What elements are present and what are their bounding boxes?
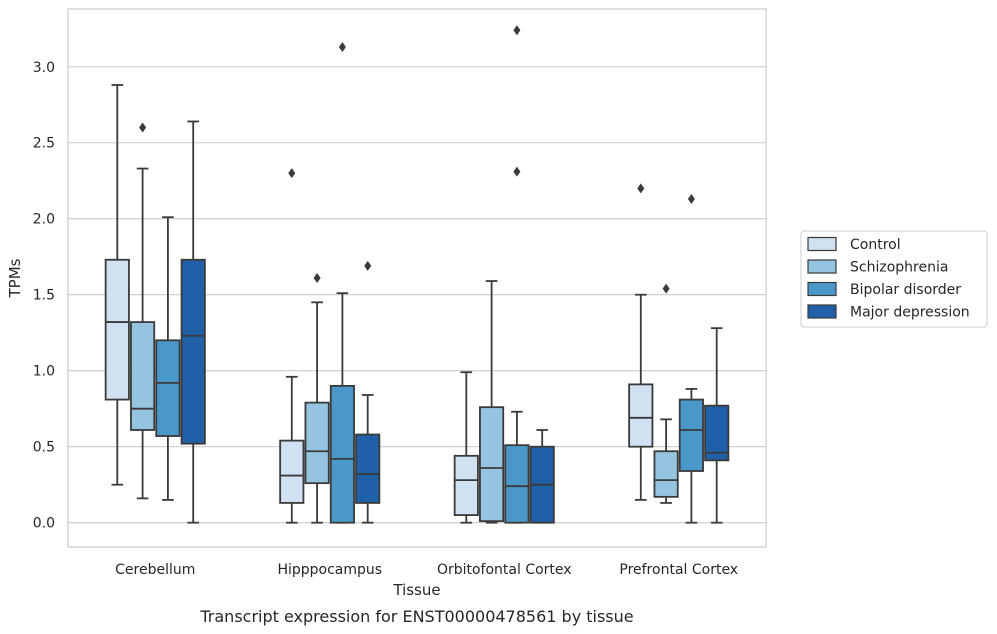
y-tick-label: 1.0 (33, 364, 55, 380)
y-axis-label: TPMs (6, 258, 24, 298)
box-group (130, 122, 156, 500)
y-tick-label: 2.5 (33, 136, 55, 152)
legend-swatch (807, 236, 837, 252)
box (504, 444, 530, 524)
y-tick-label: 1.5 (33, 288, 55, 304)
x-tick-label: Cerebellum (115, 562, 195, 578)
box-group (678, 193, 704, 524)
outlier-point (513, 166, 521, 177)
x-axis-label: Tissue (392, 581, 440, 599)
box-group (279, 168, 305, 524)
box-group (180, 120, 206, 524)
outlier-point (338, 41, 346, 52)
box (104, 258, 130, 401)
box (155, 339, 181, 437)
box (355, 433, 381, 504)
legend-label: Control (850, 237, 901, 253)
box (180, 258, 206, 445)
x-tick-label: Prefrontal Cortex (619, 562, 738, 578)
legend-frame (800, 230, 988, 328)
legend-label: Major depression (850, 305, 970, 321)
box-group (704, 327, 730, 524)
box (130, 321, 156, 431)
box (279, 439, 305, 504)
outlier-point (139, 122, 147, 133)
plot-frame (67, 8, 767, 548)
outlier-point (513, 25, 521, 36)
y-tick-labels: 0.0 0.5 1.0 1.5 2.0 2.5 3.0 (33, 60, 55, 532)
outlier-point (687, 193, 695, 204)
legend-swatch (807, 259, 837, 274)
outlier-point (637, 183, 645, 194)
box-group (304, 273, 330, 524)
box-group (355, 260, 381, 524)
box (453, 454, 479, 516)
x-tick-labels: Cerebellum Hipppocampus Orbitofontal Corte… (115, 562, 738, 578)
box-group (453, 371, 479, 524)
box (304, 401, 330, 485)
box (678, 398, 704, 472)
legend-label: Bipolar disorder (850, 282, 961, 298)
box-group (104, 84, 130, 486)
chart-caption: Transcript expression for ENST0000047856… (199, 607, 633, 626)
box-group (479, 280, 505, 524)
outlier-point (364, 260, 372, 271)
box (479, 406, 505, 523)
box-group (653, 283, 679, 504)
box-group (155, 216, 181, 501)
x-tick-label: Orbitofontal Cortex (437, 562, 572, 578)
legend-label: Schizophrenia (850, 260, 948, 276)
box-group (504, 25, 530, 524)
box-group (529, 429, 555, 524)
y-tick-label: 2.0 (33, 212, 55, 228)
box-group (628, 183, 654, 501)
y-tick-label: 3.0 (33, 60, 55, 76)
legend-swatch (807, 281, 837, 297)
x-tick-label: Hipppocampus (277, 562, 382, 578)
box-series (104, 25, 730, 524)
outlier-point (313, 273, 321, 283)
box (329, 385, 355, 524)
y-tick-label: 0.0 (33, 516, 55, 532)
box (653, 450, 679, 498)
box (628, 383, 654, 448)
box-group (329, 41, 355, 524)
outlier-point (288, 168, 296, 179)
box (704, 404, 730, 462)
legend: Control Schizophrenia Bipolar disorder Majo… (800, 230, 988, 328)
legend-swatch (807, 304, 837, 319)
y-tick-label: 0.5 (33, 440, 55, 456)
outlier-point (662, 283, 670, 294)
